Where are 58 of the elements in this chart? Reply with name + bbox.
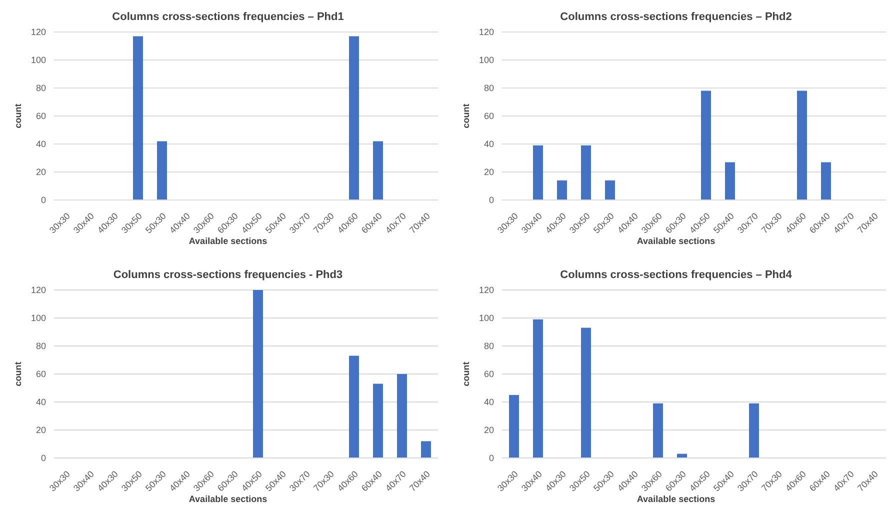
y-tick-label: 20 xyxy=(36,425,46,436)
y-tick-label: 40 xyxy=(484,139,494,150)
y-axis-title: count xyxy=(13,362,24,386)
y-tick-label: 100 xyxy=(478,55,494,66)
y-tick-label: 100 xyxy=(30,55,46,66)
y-tick-label: 60 xyxy=(484,369,494,380)
y-tick-label: 120 xyxy=(478,27,494,38)
y-axis-title: count xyxy=(461,104,472,128)
y-tick-label: 120 xyxy=(30,285,46,296)
chart-title: Columns cross-sections frequencies – Phd2 xyxy=(559,10,793,25)
bar xyxy=(821,162,831,200)
y-axis-title: count xyxy=(461,362,472,386)
bar xyxy=(533,145,543,200)
bar xyxy=(253,290,263,458)
y-tick-label: 40 xyxy=(36,397,46,408)
y-tick-label: 20 xyxy=(484,167,494,178)
bar xyxy=(349,356,359,458)
bar xyxy=(509,395,519,458)
y-tick-label: 80 xyxy=(36,341,46,352)
y-tick-label: 40 xyxy=(36,139,46,150)
x-axis-title: Available sections xyxy=(188,236,268,248)
y-axis-title: count xyxy=(13,104,24,128)
y-tick-label: 20 xyxy=(36,167,46,178)
bar xyxy=(373,384,383,458)
y-tick-label: 20 xyxy=(484,425,494,436)
x-axis-title: Available sections xyxy=(188,494,268,506)
bar xyxy=(797,90,807,200)
y-tick-label: 0 xyxy=(488,453,494,464)
bar xyxy=(701,90,711,200)
bar xyxy=(533,319,543,458)
y-tick-label: 0 xyxy=(40,453,46,464)
y-tick-label: 80 xyxy=(484,83,494,94)
y-tick-label: 80 xyxy=(36,83,46,94)
chart-title: Columns cross-sections frequencies – Phd1 xyxy=(111,10,345,25)
bar xyxy=(397,374,407,458)
bar xyxy=(725,162,735,200)
bar xyxy=(605,180,615,200)
chart-title: Columns cross-sections frequencies - Phd3 xyxy=(112,268,344,283)
y-tick-label: 100 xyxy=(478,313,494,324)
x-axis-title: Available sections xyxy=(636,494,716,506)
y-tick-label: 60 xyxy=(36,111,46,122)
chart-title: Columns cross-sections frequencies – Phd4 xyxy=(559,268,793,283)
bar xyxy=(653,403,663,458)
bar xyxy=(749,403,759,458)
y-tick-label: 0 xyxy=(488,195,494,206)
y-tick-label: 40 xyxy=(484,397,494,408)
y-tick-label: 60 xyxy=(484,111,494,122)
bar xyxy=(557,180,567,200)
y-tick-label: 0 xyxy=(40,195,46,206)
bar xyxy=(581,328,591,458)
x-axis-title: Available sections xyxy=(636,236,716,248)
y-tick-label: 120 xyxy=(478,285,494,296)
bar xyxy=(581,145,591,200)
y-tick-label: 100 xyxy=(30,313,46,324)
y-tick-label: 80 xyxy=(484,341,494,352)
bar xyxy=(421,441,431,458)
y-tick-label: 120 xyxy=(30,27,46,38)
y-tick-label: 60 xyxy=(36,369,46,380)
